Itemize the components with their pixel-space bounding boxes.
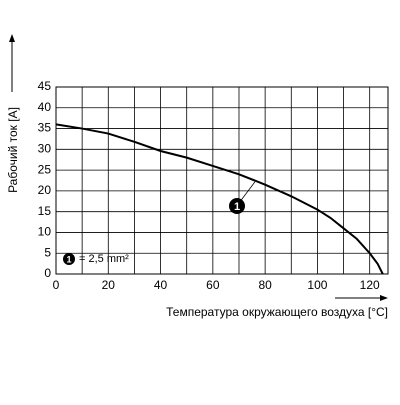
- y-tick-label: 25: [38, 162, 52, 176]
- annotation-label: 1: [234, 201, 240, 213]
- x-tick-label: 20: [102, 278, 116, 292]
- y-axis-label: Рабочий ток [A]: [6, 107, 20, 193]
- x-tick-label: 80: [258, 278, 272, 292]
- y-tick-label: 0: [44, 266, 51, 280]
- y-axis-arrowhead: [9, 34, 15, 42]
- curve: [55, 123, 384, 275]
- annotation-marker: [229, 198, 245, 214]
- y-tick-label: 35: [38, 121, 52, 135]
- y-tick-label: 5: [44, 245, 51, 259]
- x-axis-label: Температура окружающего воздуха [°C]: [166, 305, 388, 319]
- y-tick-label: 45: [38, 79, 52, 93]
- y-tick-label: 10: [38, 225, 52, 239]
- x-tick-label: 100: [307, 278, 327, 292]
- legend-marker: [63, 253, 75, 265]
- legend-text: = 2,5 mm²: [79, 253, 129, 265]
- y-tick-label: 30: [38, 142, 52, 156]
- x-tick-label: 0: [53, 278, 60, 292]
- x-tick-label: 120: [360, 278, 380, 292]
- x-axis-arrowhead: [380, 295, 388, 301]
- plot-frame: [55, 86, 389, 275]
- y-tick-label: 15: [38, 204, 52, 218]
- legend-marker-label: 1: [66, 254, 71, 264]
- x-tick-label: 60: [206, 278, 220, 292]
- y-tick-label: 40: [38, 100, 52, 114]
- y-tick-label: 20: [38, 183, 52, 197]
- leader-line: [238, 181, 256, 204]
- x-tick-label: 40: [154, 278, 168, 292]
